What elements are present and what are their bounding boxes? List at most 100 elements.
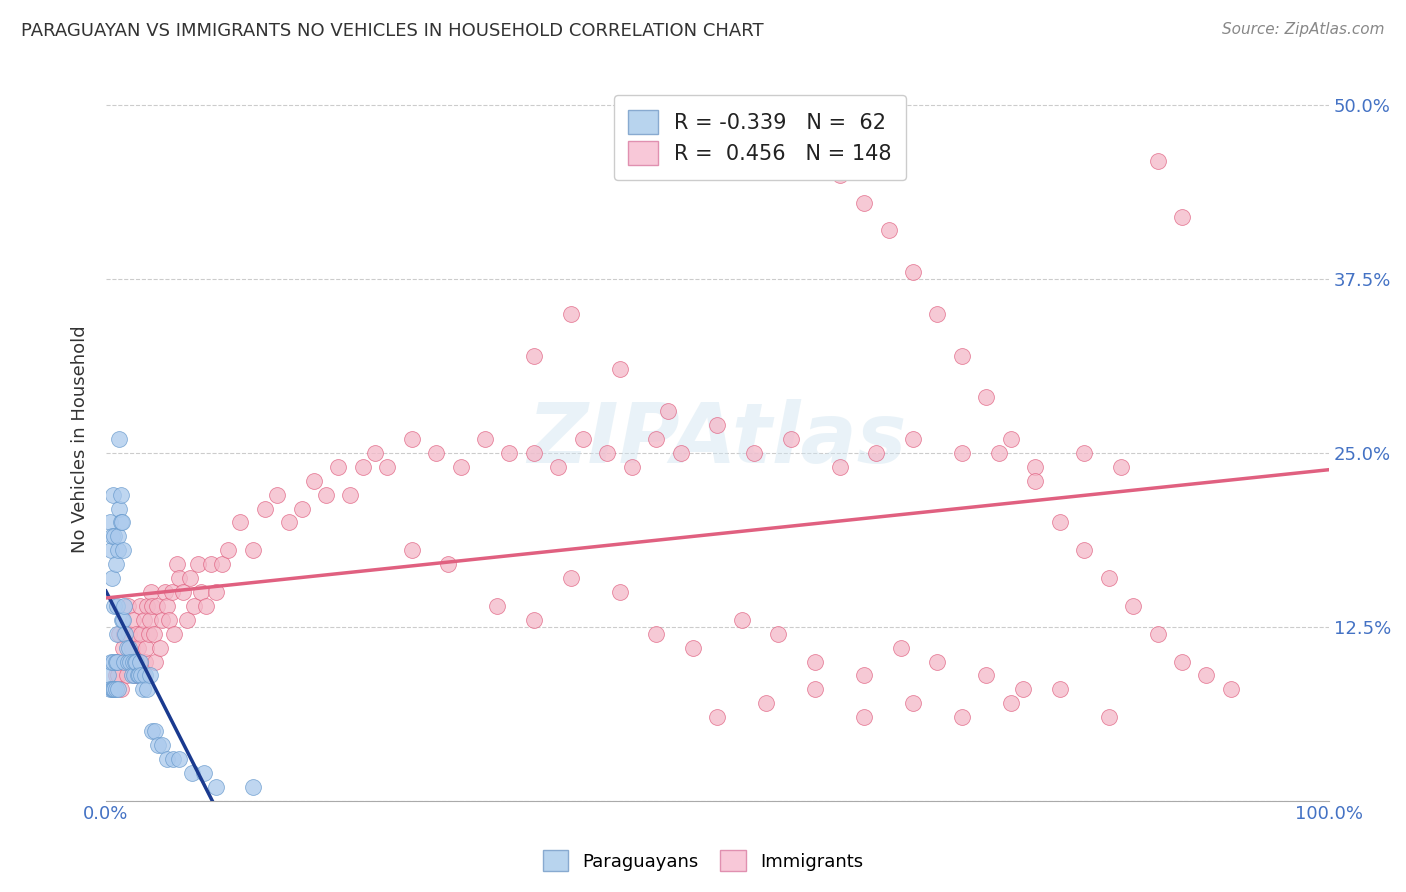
- Point: [124, 668, 146, 682]
- Point: [105, 626, 128, 640]
- Point: [131, 668, 153, 682]
- Point: [141, 585, 163, 599]
- Point: [101, 529, 124, 543]
- Point: [128, 655, 150, 669]
- Point: [1171, 210, 1194, 224]
- Point: [156, 752, 179, 766]
- Point: [118, 640, 141, 655]
- Point: [1146, 153, 1168, 168]
- Point: [609, 585, 631, 599]
- Point: [159, 613, 181, 627]
- Point: [176, 613, 198, 627]
- Text: ZIPAtlas: ZIPAtlas: [527, 399, 907, 480]
- Point: [131, 626, 153, 640]
- Point: [129, 655, 152, 669]
- Point: [682, 640, 704, 655]
- Point: [112, 613, 135, 627]
- Point: [104, 682, 127, 697]
- Point: [200, 558, 222, 572]
- Point: [266, 488, 288, 502]
- Point: [229, 516, 252, 530]
- Point: [125, 655, 148, 669]
- Point: [375, 459, 398, 474]
- Text: PARAGUAYAN VS IMMIGRANTS NO VEHICLES IN HOUSEHOLD CORRELATION CHART: PARAGUAYAN VS IMMIGRANTS NO VEHICLES IN …: [21, 22, 763, 40]
- Point: [523, 613, 546, 627]
- Point: [1073, 446, 1095, 460]
- Point: [131, 668, 153, 682]
- Point: [108, 626, 131, 640]
- Point: [121, 668, 143, 682]
- Point: [523, 349, 546, 363]
- Point: [124, 655, 146, 669]
- Point: [128, 668, 150, 682]
- Point: [114, 626, 136, 640]
- Point: [103, 682, 125, 697]
- Point: [139, 613, 162, 627]
- Point: [339, 488, 361, 502]
- Point: [110, 488, 132, 502]
- Point: [560, 571, 582, 585]
- Point: [156, 599, 179, 613]
- Point: [217, 543, 239, 558]
- Point: [498, 446, 520, 460]
- Point: [755, 696, 778, 710]
- Point: [104, 558, 127, 572]
- Point: [162, 752, 184, 766]
- Point: [169, 571, 191, 585]
- Point: [1000, 696, 1022, 710]
- Point: [290, 501, 312, 516]
- Point: [523, 446, 546, 460]
- Point: [114, 655, 136, 669]
- Point: [103, 599, 125, 613]
- Point: [153, 585, 176, 599]
- Point: [853, 668, 876, 682]
- Point: [150, 613, 173, 627]
- Point: [135, 640, 157, 655]
- Point: [180, 765, 202, 780]
- Point: [105, 599, 128, 613]
- Point: [142, 626, 165, 640]
- Point: [169, 752, 191, 766]
- Point: [195, 599, 218, 613]
- Y-axis label: No Vehicles in Household: No Vehicles in Household: [72, 326, 89, 553]
- Point: [120, 655, 142, 669]
- Point: [98, 682, 121, 697]
- Point: [105, 655, 128, 669]
- Point: [131, 682, 153, 697]
- Point: [141, 599, 163, 613]
- Point: [193, 765, 215, 780]
- Point: [645, 626, 668, 640]
- Point: [103, 529, 125, 543]
- Point: [100, 655, 122, 669]
- Point: [315, 488, 337, 502]
- Point: [828, 459, 851, 474]
- Point: [1098, 710, 1121, 724]
- Point: [450, 459, 472, 474]
- Point: [253, 501, 276, 516]
- Point: [108, 501, 131, 516]
- Point: [111, 655, 134, 669]
- Point: [609, 362, 631, 376]
- Point: [425, 446, 447, 460]
- Point: [950, 349, 973, 363]
- Point: [117, 655, 139, 669]
- Point: [107, 668, 129, 682]
- Point: [125, 626, 148, 640]
- Point: [211, 558, 233, 572]
- Point: [129, 599, 152, 613]
- Point: [1146, 626, 1168, 640]
- Point: [107, 543, 129, 558]
- Point: [107, 529, 129, 543]
- Point: [103, 682, 125, 697]
- Point: [278, 516, 301, 530]
- Point: [474, 432, 496, 446]
- Point: [572, 432, 595, 446]
- Point: [804, 682, 827, 697]
- Legend: Paraguayans, Immigrants: Paraguayans, Immigrants: [536, 843, 870, 879]
- Point: [1000, 432, 1022, 446]
- Point: [112, 640, 135, 655]
- Point: [97, 668, 120, 682]
- Point: [1049, 682, 1071, 697]
- Point: [768, 626, 790, 640]
- Point: [853, 710, 876, 724]
